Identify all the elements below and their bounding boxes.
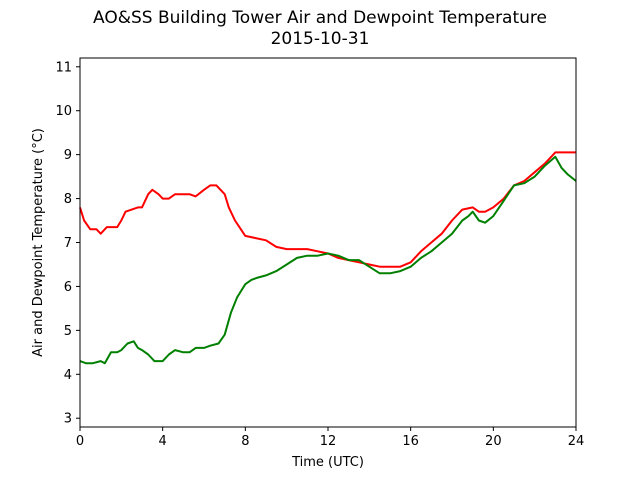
y-axis-label: Air and Dewpoint Temperature (°C) <box>31 128 46 357</box>
y-tick-label: 3 <box>64 412 72 427</box>
chart-title: AO&SS Building Tower Air and Dewpoint Te… <box>92 8 547 28</box>
x-tick-label: 4 <box>159 434 167 449</box>
y-axis: 3 4 5 6 7 8 9 10 11 <box>55 60 80 427</box>
y-tick-label: 5 <box>64 324 72 339</box>
y-tick-label: 7 <box>64 236 72 251</box>
y-tick-label: 8 <box>64 192 72 207</box>
x-axis: 0 4 8 12 16 20 24 <box>76 427 584 449</box>
chart-subtitle: 2015-10-31 <box>270 29 370 49</box>
y-tick-label: 6 <box>64 280 72 295</box>
series-line-2 <box>79 155 577 365</box>
x-axis-label: Time (UTC) <box>291 455 364 470</box>
x-tick-label: 0 <box>76 434 84 449</box>
series-line-1 <box>79 151 576 268</box>
y-tick-label: 9 <box>64 148 72 163</box>
series-layer <box>79 151 577 365</box>
x-tick-label: 20 <box>485 434 502 449</box>
y-tick-label: 4 <box>64 368 72 383</box>
y-tick-label: 10 <box>55 104 72 119</box>
y-tick-label: 11 <box>55 60 72 75</box>
x-tick-label: 24 <box>568 434 585 449</box>
plot-frame <box>79 57 577 428</box>
x-tick-label: 12 <box>320 434 337 449</box>
x-tick-label: 16 <box>402 434 419 449</box>
x-tick-label: 8 <box>241 434 249 449</box>
